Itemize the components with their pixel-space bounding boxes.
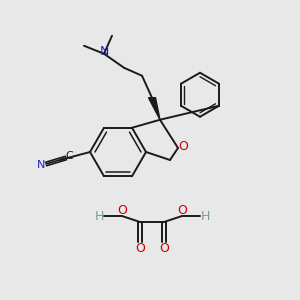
Text: H: H bbox=[200, 209, 210, 223]
Text: O: O bbox=[178, 140, 188, 152]
Text: N: N bbox=[37, 160, 45, 170]
Text: O: O bbox=[177, 203, 187, 217]
Text: H: H bbox=[94, 209, 104, 223]
Text: C: C bbox=[65, 151, 73, 161]
Text: O: O bbox=[135, 242, 145, 254]
Polygon shape bbox=[148, 98, 160, 120]
Text: O: O bbox=[117, 203, 127, 217]
Text: N: N bbox=[99, 45, 109, 58]
Text: O: O bbox=[159, 242, 169, 254]
